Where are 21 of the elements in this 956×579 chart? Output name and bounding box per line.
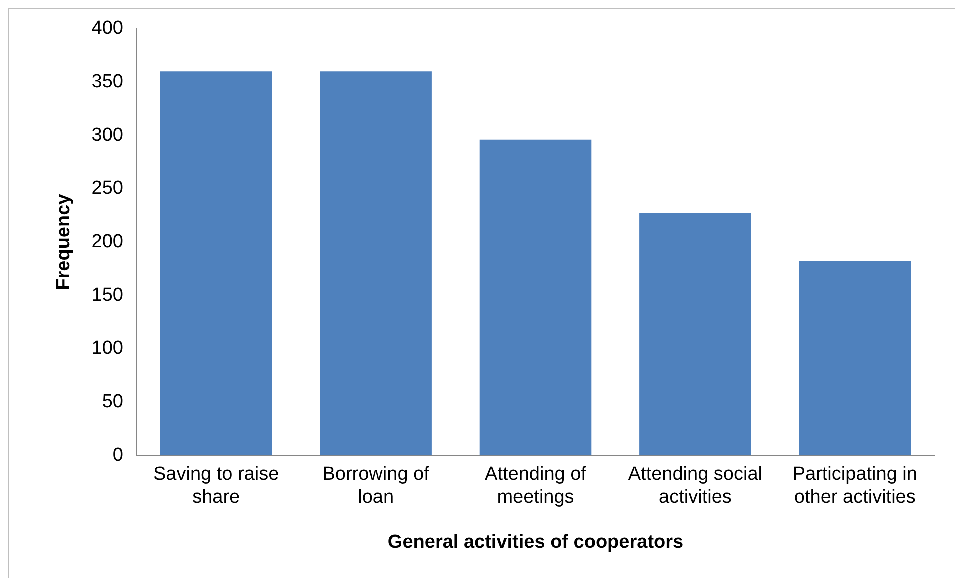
bar	[799, 261, 912, 456]
y-tick-label: 0	[112, 444, 124, 466]
y-axis-title: Frequency	[54, 194, 75, 290]
y-tick-label: 100	[92, 338, 124, 360]
y-tick-label: 200	[92, 232, 124, 253]
bar	[160, 72, 272, 456]
bar	[480, 140, 592, 456]
x-tick-label: Participating in other activities	[792, 464, 918, 508]
y-tick-label: 250	[92, 178, 124, 200]
bar	[320, 72, 432, 456]
y-tick-label: 300	[92, 124, 124, 146]
y-tick-label: 50	[102, 392, 124, 413]
x-axis-title: General activities of cooperators	[388, 532, 684, 553]
x-tick-label: Attending of meetings	[485, 464, 588, 508]
x-tick-label: Borrowing of loan	[322, 464, 430, 508]
y-tick-label: 350	[92, 72, 124, 93]
x-tick-label: Saving to raise share	[154, 464, 280, 508]
bar	[640, 214, 752, 456]
y-tick-label: 400	[92, 18, 124, 40]
y-tick-label: 150	[92, 284, 124, 306]
x-tick-label: Attending social activities	[628, 464, 763, 508]
